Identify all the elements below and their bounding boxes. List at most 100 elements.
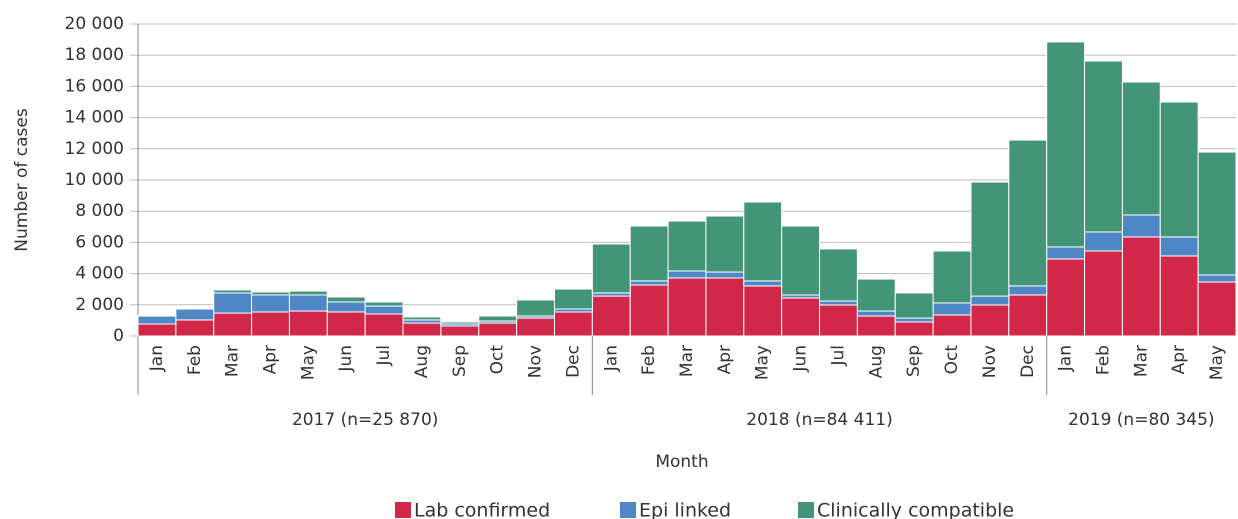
x-axis-label: Month: [655, 452, 708, 472]
bar-segment: [932, 314, 972, 337]
x-tick-label: Nov: [980, 345, 1000, 378]
bar-segment: [1159, 101, 1199, 238]
group-label: 2019 (n=80 345): [1068, 410, 1214, 430]
bar-segment: [364, 313, 404, 337]
bar-segment: [1197, 151, 1237, 276]
bar-segment: [213, 312, 253, 337]
bar-segment: [364, 301, 404, 307]
bar-segment: [819, 304, 858, 337]
bar-segment: [970, 181, 1010, 297]
x-tick-label: Feb: [1093, 345, 1113, 375]
bar-segment: [440, 325, 480, 337]
x-tick-label: Oct: [942, 345, 962, 375]
x-tick-label: Oct: [488, 345, 508, 375]
bar-segment: [856, 278, 896, 312]
bar-segment: [667, 277, 707, 337]
bar-segment: [667, 270, 707, 279]
bar-segment: [516, 317, 555, 337]
bar-segment: [288, 310, 328, 337]
x-tick-label: May: [753, 345, 773, 380]
bar-segment: [932, 250, 972, 304]
bar-segment: [1197, 274, 1237, 283]
bar-segment: [1084, 250, 1123, 337]
bar-segment: [1008, 294, 1048, 337]
bar-segment: [288, 294, 328, 312]
y-tick-label: 4 000: [75, 264, 124, 284]
bar-segment: [288, 290, 328, 296]
x-tick-label: Apr: [1169, 345, 1189, 374]
bar-segment: [175, 308, 215, 321]
bar-segment: [1159, 255, 1199, 337]
bar-segment: [364, 305, 404, 315]
x-tick-label: Jun: [791, 345, 811, 373]
x-tick-label: Sep: [904, 345, 924, 377]
x-tick-label: Sep: [450, 345, 470, 377]
bar-segment: [1121, 81, 1161, 216]
x-tick-label: Jan: [1056, 345, 1076, 372]
bar-segment: [553, 311, 593, 337]
group-label: 2017 (n=25 870): [292, 410, 438, 430]
bar-segment: [1084, 60, 1123, 233]
bar-segment: [251, 294, 290, 313]
x-tick-label: Mar: [1131, 345, 1151, 377]
x-tick-label: May: [1207, 345, 1227, 380]
bar-segment: [781, 225, 821, 296]
x-tick-label: Mar: [223, 345, 243, 377]
bar-segment: [743, 280, 783, 287]
bar-segment: [326, 311, 366, 337]
bar-segment: [591, 243, 631, 294]
bar-segment: [1121, 236, 1161, 337]
x-tick-label: Jul: [374, 345, 394, 367]
x-tick-label: Aug: [866, 345, 886, 378]
bar-segment: [1008, 139, 1048, 287]
bar-segment: [856, 315, 896, 337]
x-tick-label: Apr: [261, 345, 281, 374]
bar-segment: [213, 289, 253, 294]
x-tick-label: Nov: [526, 345, 546, 378]
bar-segment: [251, 291, 290, 296]
bar-segment: [478, 322, 518, 337]
bar-segment: [894, 292, 934, 319]
bar-segment: [932, 302, 972, 316]
bar-segment: [894, 321, 934, 337]
bar-segment: [137, 323, 177, 337]
x-tick-label: Apr: [715, 345, 735, 374]
bar-segment: [1197, 281, 1237, 337]
x-tick-label: Jan: [147, 345, 167, 372]
bar-segment: [970, 295, 1010, 306]
bar-segment: [667, 220, 707, 272]
bar-segment: [1159, 236, 1199, 257]
x-tick-label: Feb: [185, 345, 205, 375]
bar-segment: [1008, 285, 1048, 296]
y-axis-label: Number of cases: [12, 108, 32, 252]
legend-swatch: [798, 502, 814, 518]
x-tick-label: Feb: [639, 345, 659, 375]
bar-segment: [1046, 246, 1086, 260]
bar-segment: [856, 310, 896, 317]
bar-segment: [743, 201, 783, 282]
bar-segment: [705, 271, 745, 279]
group-label: 2018 (n=84 411): [746, 410, 892, 430]
x-tick-label: Dec: [1018, 345, 1038, 378]
y-tick-label: 12 000: [65, 139, 124, 159]
x-tick-label: Mar: [677, 345, 697, 377]
bar-segment: [175, 307, 215, 310]
bar-segment: [440, 321, 480, 325]
bar-segment: [516, 299, 555, 317]
bar-segment: [251, 311, 290, 337]
legend-label: Clinically compatible: [817, 500, 1014, 519]
bar-segment: [1046, 258, 1086, 337]
bar-segment: [402, 316, 442, 321]
legend-swatch: [395, 502, 411, 518]
y-tick-label: 14 000: [65, 108, 124, 128]
bar-segment: [1084, 231, 1123, 252]
bar-segment: [591, 295, 631, 337]
bar-segment: [819, 248, 858, 302]
legend-swatch: [620, 502, 636, 518]
bar-segment: [1046, 41, 1086, 248]
bar-segment: [819, 300, 858, 306]
y-tick-label: 6 000: [75, 232, 124, 252]
bar-segment: [326, 296, 366, 303]
bar-segment: [781, 297, 821, 337]
y-tick-label: 20 000: [65, 14, 124, 34]
